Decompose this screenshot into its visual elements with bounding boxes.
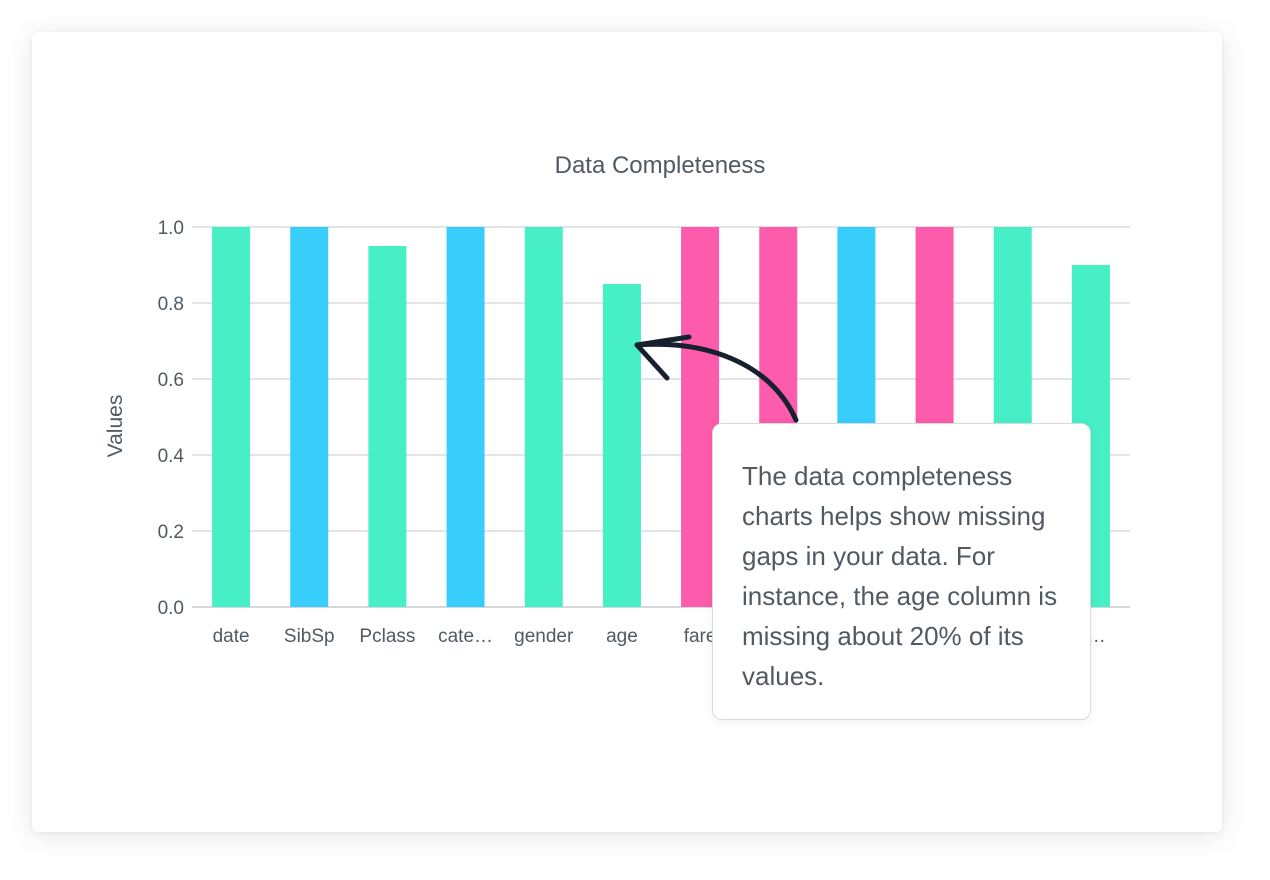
- y-tick-label: 0.8: [158, 294, 184, 315]
- y-tick-label: 1.0: [158, 218, 184, 239]
- annotation-callout: The data completeness charts helps show …: [712, 423, 1091, 720]
- x-tick-label: Pclass: [359, 626, 415, 647]
- x-tick-label: fare: [684, 626, 717, 647]
- annotation-text: The data completeness charts helps show …: [742, 461, 1058, 691]
- y-tick-label: 0.0: [158, 598, 184, 619]
- bar: [524, 227, 563, 607]
- x-tick-label: age: [606, 626, 638, 647]
- bar: [212, 227, 251, 607]
- x-tick-label: cate…: [438, 626, 493, 647]
- bar: [602, 284, 641, 607]
- x-tick-label: SibSp: [284, 626, 335, 647]
- x-tick-label: date: [213, 626, 250, 647]
- y-tick-label: 0.2: [158, 522, 184, 543]
- bar: [368, 246, 407, 607]
- x-tick-label: gender: [514, 626, 574, 647]
- y-tick-label: 0.6: [158, 370, 184, 391]
- chart-title: Data Completeness: [554, 152, 766, 179]
- y-tick-label: 0.4: [158, 446, 185, 467]
- y-axis-label: Values: [104, 395, 127, 458]
- bar: [446, 227, 485, 607]
- bar: [290, 227, 329, 607]
